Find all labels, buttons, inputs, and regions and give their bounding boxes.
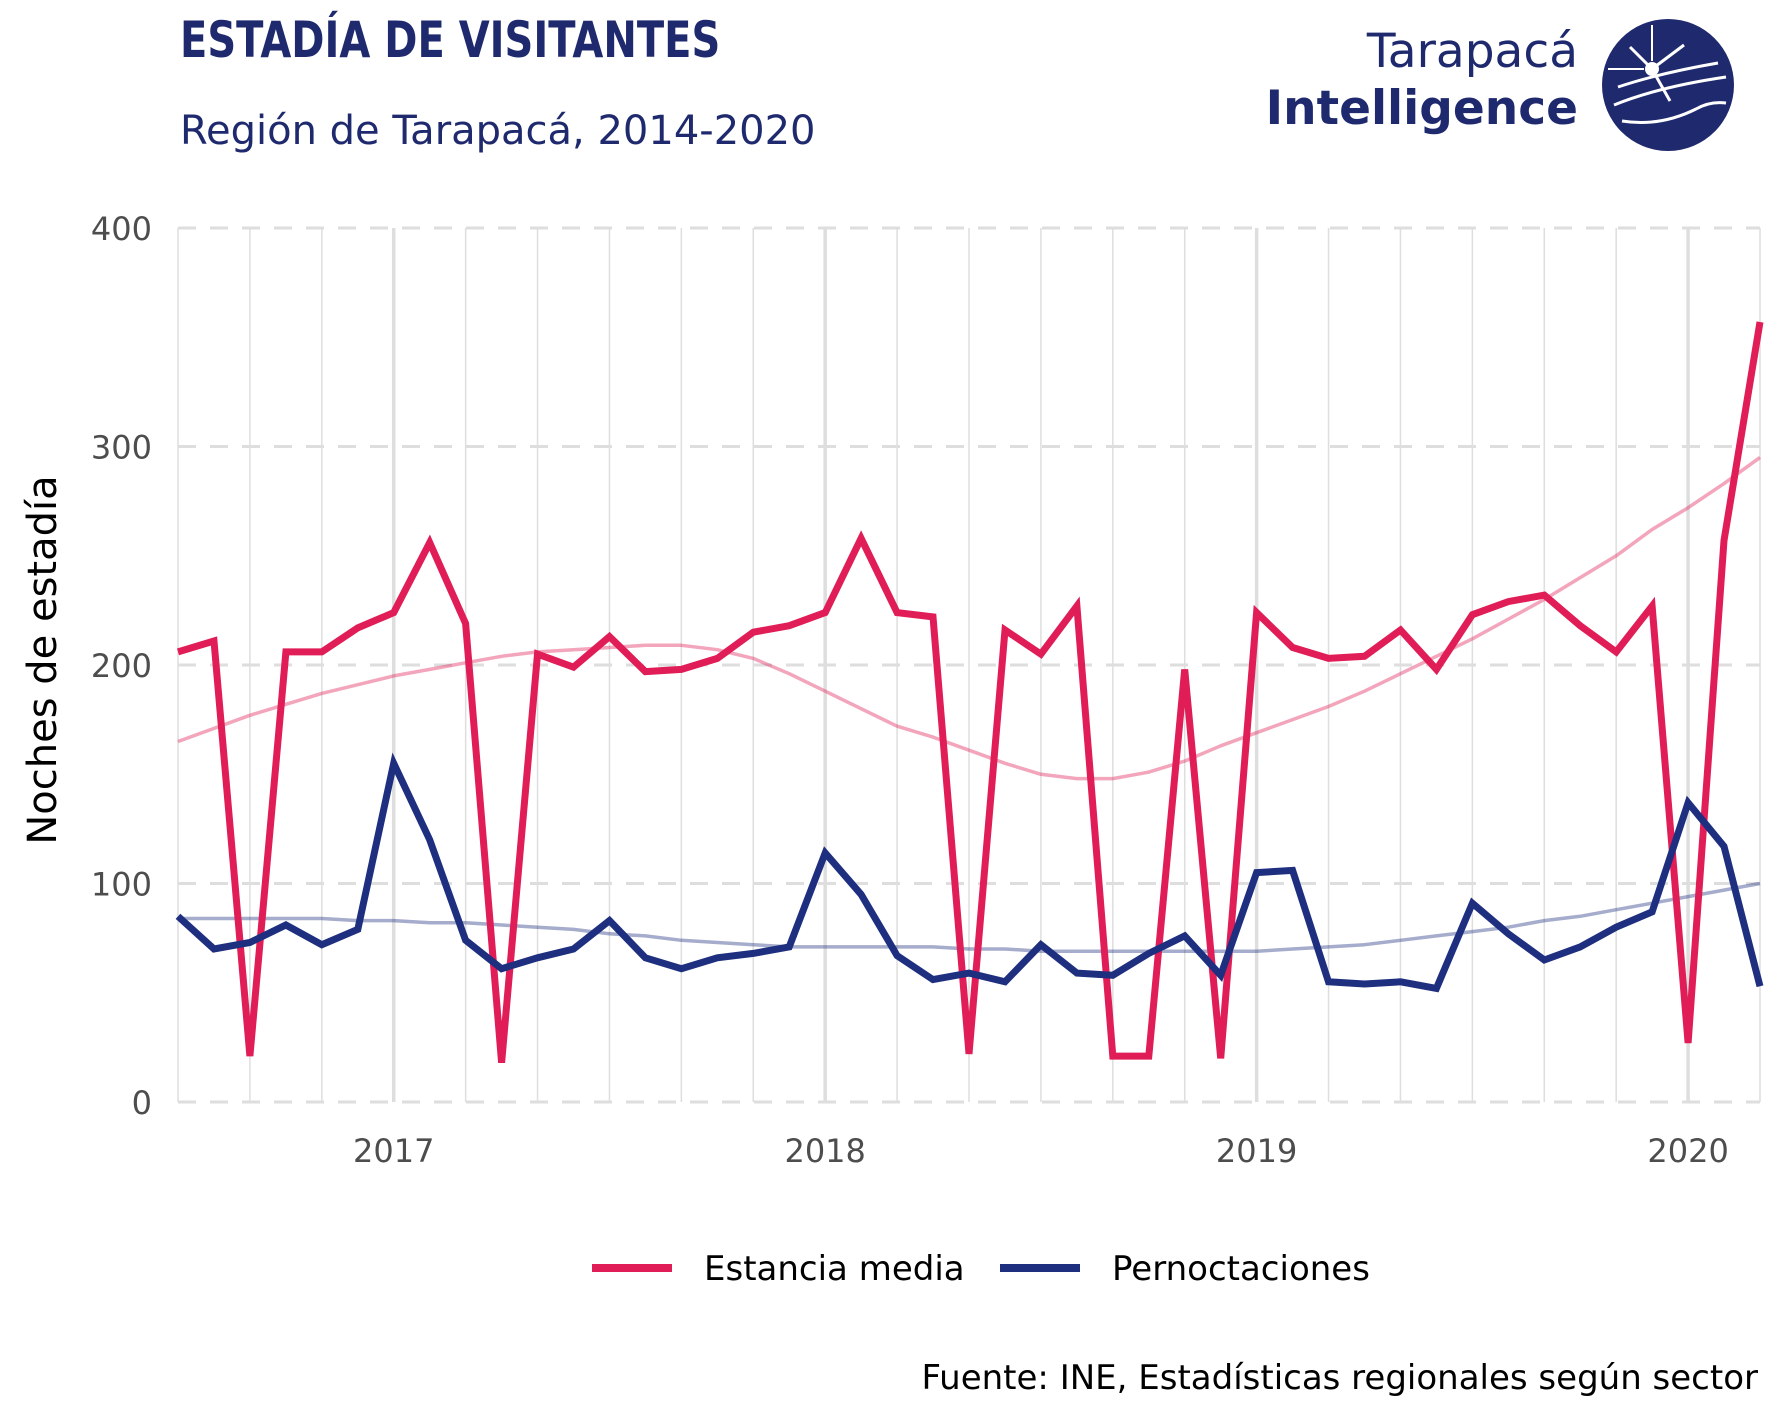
series-line-pernoctaciones [175,752,1764,993]
y-tick-label: 100 [91,866,152,904]
x-tick-label: 2017 [353,1132,434,1170]
trend-line-estancia-media [177,455,1762,781]
y-tick-label: 200 [91,647,152,685]
trend-line-pernoctaciones [178,881,1761,953]
tick-layer: 0 100 200 300 400 2017 2018 2019 2020 [91,210,1729,1170]
y-tick-label: 0 [132,1084,152,1122]
brand-logo-text: Tarapacá Intelligence [1266,24,1578,138]
globe-telescope-icon [1602,19,1734,151]
source-note: Fuente: INE, Estadísticas regionales seg… [921,1358,1758,1398]
x-tick-label: 2020 [1647,1132,1728,1170]
x-tick-label: 2019 [1216,1132,1297,1170]
trend-layer [177,455,1762,953]
brand-name-line1: Tarapacá [1366,24,1578,79]
y-axis-label: Noches de estadía [20,475,66,844]
series-line-estancia-media [176,321,1764,1064]
legend-label-estancia-media: Estancia media [704,1249,965,1289]
brand-name-line2: Intelligence [1265,81,1578,136]
y-tick-label: 400 [91,210,152,248]
chart-title: ESTADÍA DE VISITANTES [180,11,721,69]
series-layer [175,321,1764,1064]
legend-label-pernoctaciones: Pernoctaciones [1112,1249,1370,1289]
x-tick-label: 2018 [784,1132,865,1170]
chart-subtitle: Región de Tarapacá, 2014-2020 [180,108,816,154]
legend: Estancia media Pernoctaciones [592,1249,1370,1289]
grid-layer [177,226,1761,1104]
y-tick-label: 300 [91,429,152,467]
